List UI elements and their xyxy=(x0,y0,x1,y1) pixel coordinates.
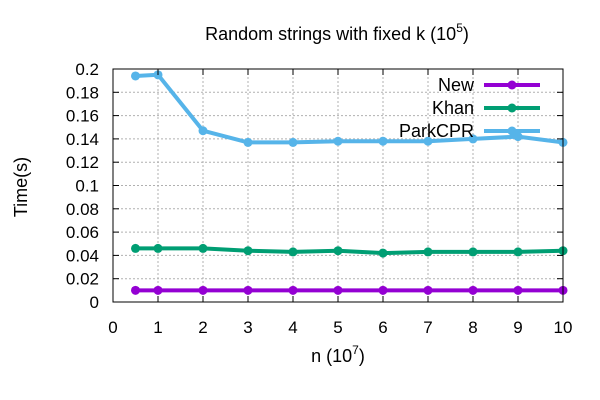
legend-label: ParkCPR xyxy=(399,121,474,141)
data-point xyxy=(513,247,523,257)
series-layer xyxy=(131,70,568,295)
y-tick-label: 0 xyxy=(90,293,99,312)
x-tick-label: 5 xyxy=(333,318,342,337)
y-tick-label: 0.02 xyxy=(66,270,99,289)
legend-label: New xyxy=(438,75,475,95)
y-axis-title: Time(s) xyxy=(11,157,31,217)
data-point xyxy=(378,136,388,146)
y-tick-label: 0.12 xyxy=(66,153,99,172)
legend-marker xyxy=(507,80,517,90)
axis-ticks: 0 1 2 3 4 5 6 7 8 9 10 0 0.02 0.04 0.06 0.08 0.1 0.12 0.14… xyxy=(66,60,573,337)
data-point xyxy=(513,132,523,142)
y-tick-label: 0.08 xyxy=(66,200,99,219)
data-point xyxy=(243,137,253,147)
x-tick-label: 6 xyxy=(378,318,387,337)
data-point xyxy=(423,285,433,295)
data-point xyxy=(131,71,140,81)
data-point xyxy=(513,285,523,295)
data-point xyxy=(288,137,298,147)
x-tick-label: 3 xyxy=(243,318,252,337)
y-tick-label: 0.14 xyxy=(66,130,99,149)
y-tick-label: 0.06 xyxy=(66,223,99,242)
chart-title: Random strings with fixed k (105) xyxy=(205,21,469,44)
series-new xyxy=(131,285,568,295)
series-khan xyxy=(131,243,568,258)
data-point xyxy=(333,285,343,295)
y-tick-label: 0.18 xyxy=(66,83,99,102)
legend-label: Khan xyxy=(432,98,474,118)
data-point xyxy=(468,134,478,144)
x-tick-label: 7 xyxy=(423,318,432,337)
data-point xyxy=(131,243,140,253)
series-parkcpr xyxy=(131,70,568,147)
data-point xyxy=(378,248,388,258)
data-point xyxy=(243,285,253,295)
x-tick-label: 2 xyxy=(198,318,207,337)
legend: New Khan ParkCPR xyxy=(399,75,540,141)
x-tick-label: 10 xyxy=(554,318,573,337)
data-point xyxy=(153,243,163,253)
data-point xyxy=(198,243,208,253)
y-tick-label: 0.16 xyxy=(66,107,99,126)
legend-marker xyxy=(507,103,517,113)
legend-marker xyxy=(507,126,517,136)
data-point xyxy=(468,247,478,257)
data-point xyxy=(243,246,253,256)
data-point xyxy=(468,285,478,295)
y-tick-label: 0.2 xyxy=(75,60,99,79)
x-tick-label: 8 xyxy=(468,318,477,337)
y-tick-label: 0.1 xyxy=(75,177,99,196)
x-axis-title: n (107) xyxy=(311,343,365,366)
data-point xyxy=(198,126,208,136)
data-point xyxy=(333,136,343,146)
data-point xyxy=(153,285,163,295)
data-point xyxy=(333,246,343,256)
data-point xyxy=(288,285,298,295)
data-point xyxy=(288,247,298,257)
x-tick-label: 1 xyxy=(153,318,162,337)
data-point xyxy=(423,136,433,146)
x-tick-label: 4 xyxy=(288,318,297,337)
x-tick-label: 9 xyxy=(513,318,522,337)
x-tick-label: 0 xyxy=(108,318,117,337)
data-point xyxy=(378,285,388,295)
y-tick-label: 0.04 xyxy=(66,246,99,265)
data-point xyxy=(198,285,208,295)
data-point xyxy=(423,247,433,257)
data-point xyxy=(131,285,140,295)
